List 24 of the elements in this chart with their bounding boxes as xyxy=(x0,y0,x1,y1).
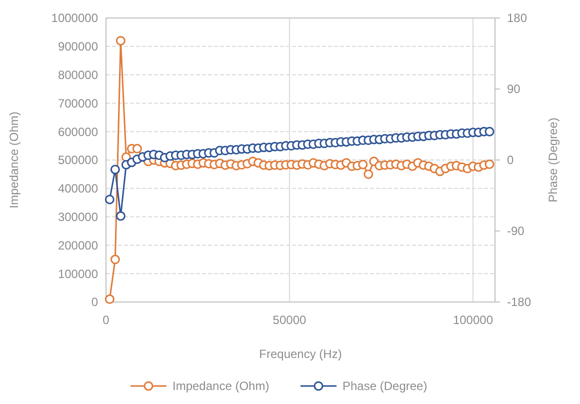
y-tick-label: 400000 xyxy=(58,182,98,196)
legend-label: Phase (Degree) xyxy=(342,379,428,393)
y-tick-label: 700000 xyxy=(58,96,98,110)
y-tick-label: 600000 xyxy=(58,124,98,139)
y2-tick-label: -90 xyxy=(507,224,525,238)
y2-tick-label: 90 xyxy=(507,82,521,96)
y-tick-label: 200000 xyxy=(58,238,98,252)
y2-tick-label: 0 xyxy=(507,153,514,168)
x-tick-label: 100000 xyxy=(452,313,494,327)
y-tick-label: 1000000 xyxy=(51,11,98,26)
legend-label: Impedance (Ohm) xyxy=(172,379,270,393)
y2-axis-title: Phase (Degree) xyxy=(546,118,560,202)
y-axis-title: Impedance (Ohm) xyxy=(7,112,21,208)
y-tick-label: 800000 xyxy=(58,68,98,82)
y-tick-label: 500000 xyxy=(58,153,98,168)
y2-tick-label: 180 xyxy=(507,11,528,26)
y-tick-label: 100000 xyxy=(58,266,98,281)
y-tick-label: 300000 xyxy=(58,210,98,224)
y-tick-label: 900000 xyxy=(58,40,98,54)
x-tick-label: 50000 xyxy=(272,313,306,327)
x-tick-label: 0 xyxy=(102,313,110,327)
y2-tick-label: -180 xyxy=(507,295,532,310)
x-axis-title: Frequency (Hz) xyxy=(259,347,342,361)
y-tick-label: 0 xyxy=(91,295,98,310)
